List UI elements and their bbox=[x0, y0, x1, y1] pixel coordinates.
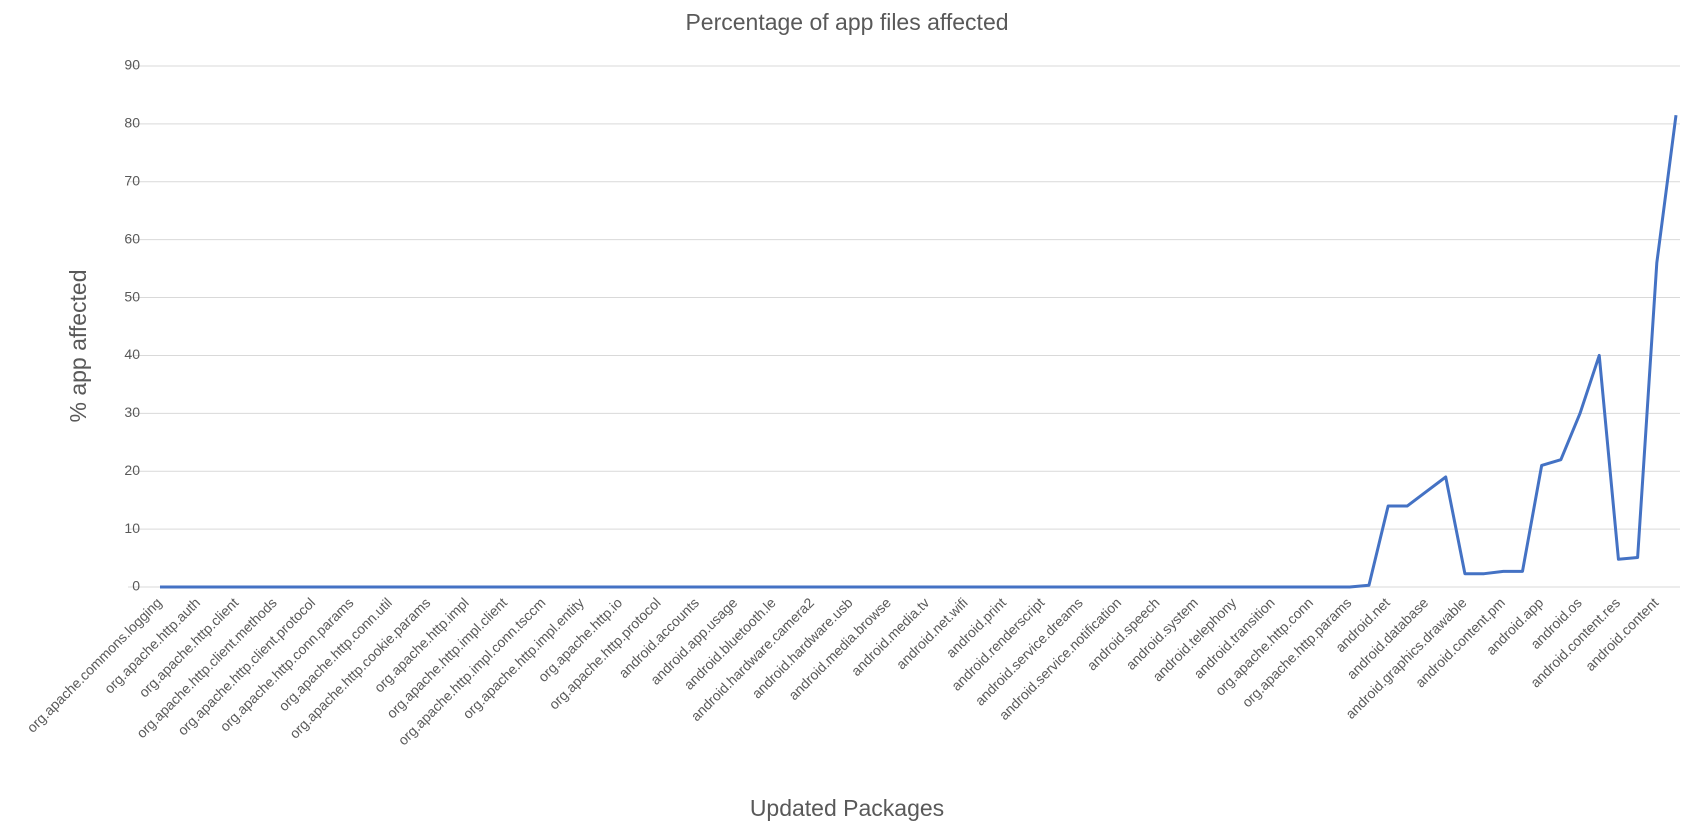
y-tick-label: 50 bbox=[124, 288, 140, 304]
x-axis-title: Updated Packages bbox=[750, 795, 944, 821]
y-tick-label: 80 bbox=[124, 115, 140, 131]
y-tick-label: 10 bbox=[124, 520, 140, 536]
chart-title: Percentage of app files affected bbox=[685, 9, 1008, 35]
y-tick-label: 30 bbox=[124, 404, 140, 420]
y-tick-label: 60 bbox=[124, 230, 140, 246]
y-tick-label: 20 bbox=[124, 462, 140, 478]
y-tick-label: 70 bbox=[124, 172, 140, 188]
x-tick-label: org.apache.http.client.methods bbox=[133, 594, 280, 741]
y-tick-label: 40 bbox=[124, 346, 140, 362]
data-line bbox=[160, 115, 1678, 589]
y-axis-title: % app affected bbox=[65, 269, 91, 422]
y-tick-label: 0 bbox=[132, 578, 140, 594]
y-tick-label: 90 bbox=[124, 57, 140, 73]
